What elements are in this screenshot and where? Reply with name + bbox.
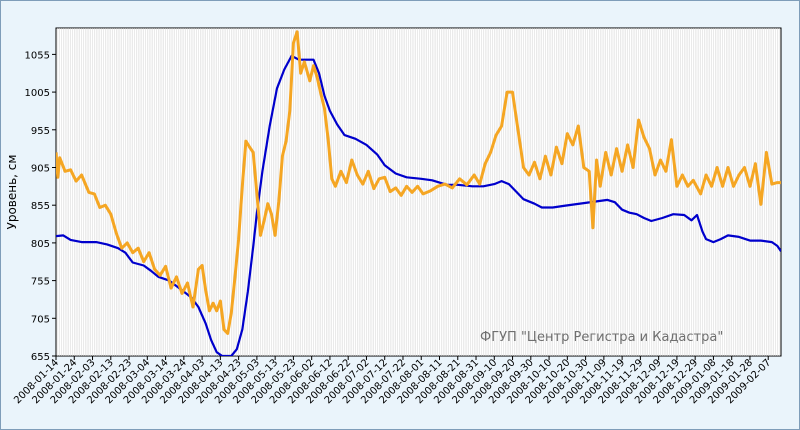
x-axis: 2008-01-142008-01-242008-02-032008-02-13…: [12, 356, 773, 406]
y-axis: 655 705 755 805 855 905 955 1005 1055: [25, 50, 56, 363]
y-tick-label: 855: [31, 201, 50, 212]
y-tick-label: 755: [31, 277, 50, 288]
y-tick-label: 655: [31, 352, 50, 363]
plot-area: [55, 27, 782, 357]
series-group: [56, 30, 781, 356]
y-tick-label: 705: [31, 314, 50, 325]
y-tick-label: 805: [31, 239, 50, 250]
y-axis-label: Уровень, см: [5, 155, 19, 230]
series-line-2: [56, 30, 781, 335]
y-tick-label: 905: [31, 163, 50, 174]
y-tick-label: 1005: [25, 88, 50, 99]
y-tick-label: 1055: [25, 50, 50, 61]
y-tick-label: 955: [31, 126, 50, 137]
watermark: ФГУП "Центр Регистра и Кадастра": [480, 330, 723, 345]
